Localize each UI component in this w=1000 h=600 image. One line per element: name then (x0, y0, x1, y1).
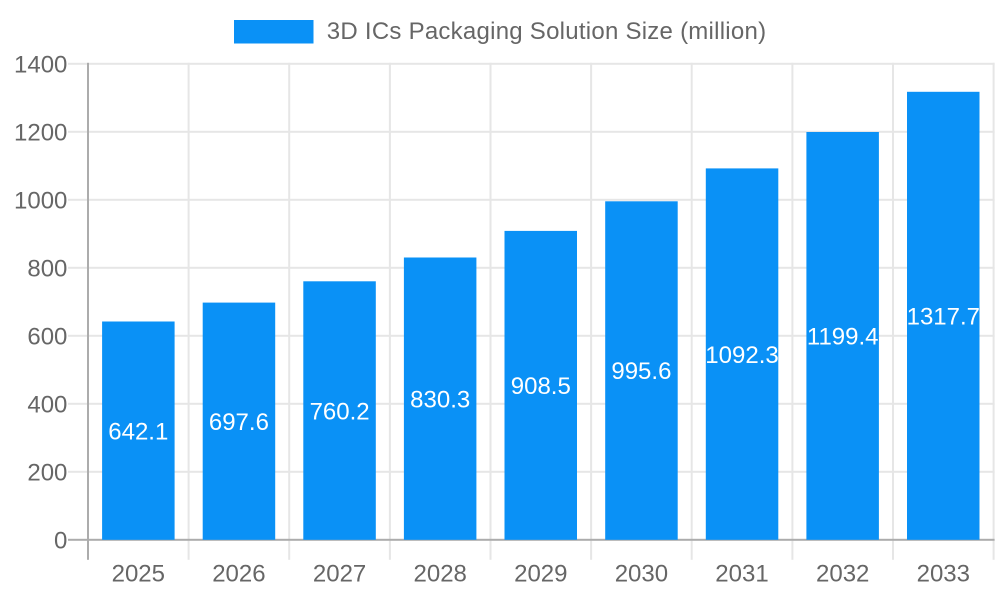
svg-text:2031: 2031 (715, 561, 768, 588)
svg-text:908.5: 908.5 (511, 373, 571, 400)
svg-text:2032: 2032 (816, 561, 869, 588)
svg-text:200: 200 (27, 460, 67, 487)
svg-text:2025: 2025 (112, 561, 165, 588)
svg-text:400: 400 (27, 392, 67, 419)
svg-text:3D ICs Packaging Solution Size: 3D ICs Packaging Solution Size (million) (327, 18, 767, 45)
svg-text:760.2: 760.2 (310, 398, 370, 425)
svg-text:1199.4: 1199.4 (807, 324, 879, 351)
svg-text:697.6: 697.6 (209, 409, 269, 436)
svg-text:1200: 1200 (14, 120, 67, 147)
svg-text:2033: 2033 (917, 561, 970, 588)
svg-text:2029: 2029 (514, 561, 567, 588)
svg-text:830.3: 830.3 (410, 386, 470, 413)
svg-text:642.1: 642.1 (108, 418, 168, 445)
svg-text:0: 0 (54, 528, 67, 555)
svg-text:995.6: 995.6 (611, 358, 671, 385)
svg-text:600: 600 (27, 324, 67, 351)
svg-text:1092.3: 1092.3 (705, 342, 778, 369)
svg-text:1317.7: 1317.7 (907, 304, 980, 331)
svg-text:1000: 1000 (14, 188, 67, 215)
svg-text:2030: 2030 (615, 561, 668, 588)
svg-text:2027: 2027 (313, 561, 366, 588)
svg-text:2026: 2026 (212, 561, 265, 588)
svg-text:800: 800 (27, 256, 67, 283)
svg-text:2028: 2028 (414, 561, 467, 588)
svg-text:1400: 1400 (14, 52, 67, 79)
